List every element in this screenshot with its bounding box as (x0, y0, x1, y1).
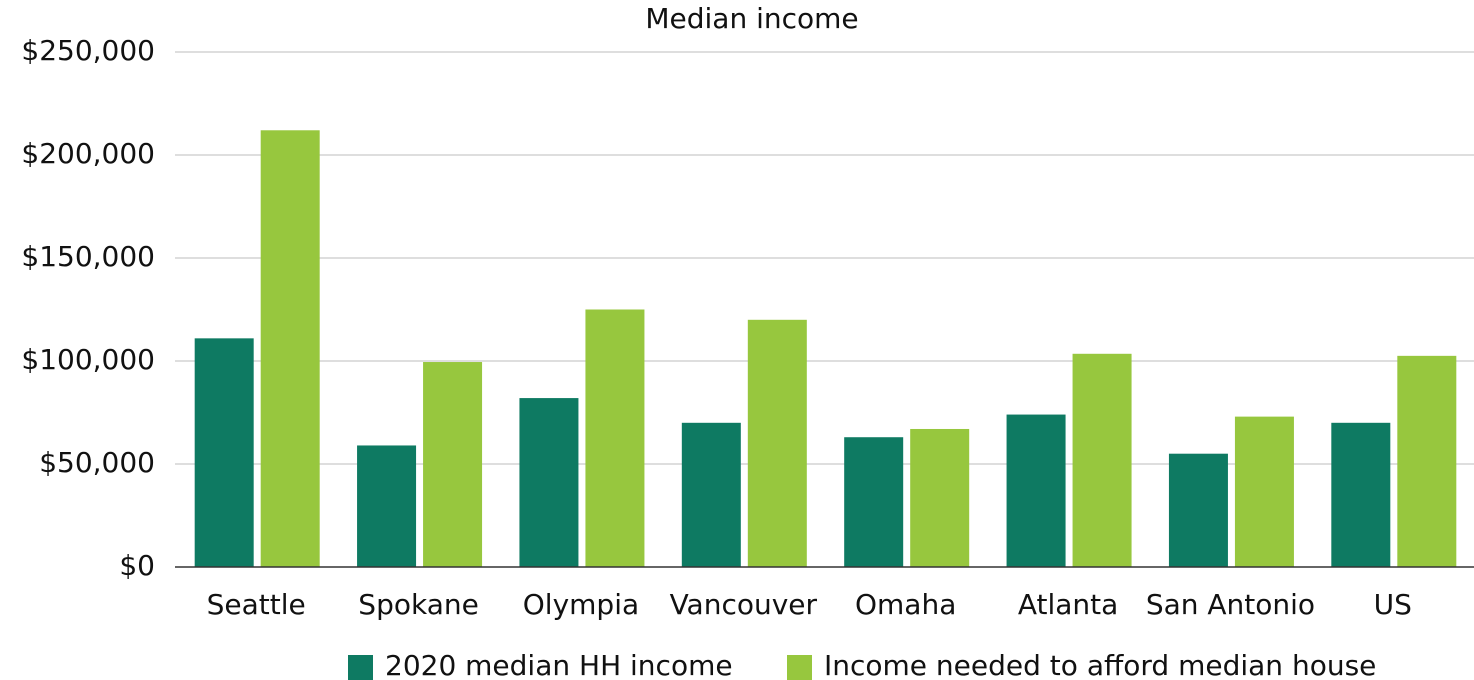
bar (585, 309, 645, 567)
bar (844, 437, 904, 567)
bar (1397, 355, 1457, 567)
bar (194, 338, 254, 567)
legend-swatch (787, 655, 812, 680)
x-tick-label: Omaha (855, 588, 956, 621)
x-tick-label: Seattle (207, 588, 306, 621)
y-tick-label: $50,000 (39, 446, 155, 479)
y-tick-label: $150,000 (21, 240, 155, 273)
bar (1072, 353, 1132, 567)
chart-title: Median income (645, 2, 858, 35)
bar (681, 422, 741, 567)
x-tick-label: San Antonio (1146, 588, 1315, 621)
bar (1006, 414, 1066, 567)
bar (1331, 422, 1391, 567)
bar (357, 445, 417, 567)
x-tick-label: US (1374, 588, 1412, 621)
x-tick-label: Spokane (358, 588, 479, 621)
y-tick-label: $100,000 (21, 343, 155, 376)
bar (910, 428, 970, 567)
legend-label: Income needed to afford median house (824, 649, 1376, 680)
bar (1234, 416, 1294, 567)
x-tick-label: Vancouver (670, 588, 818, 621)
bar (1168, 453, 1228, 567)
y-tick-label: $200,000 (21, 137, 155, 170)
bar (519, 398, 579, 567)
x-tick-label: Olympia (523, 588, 639, 621)
bar (260, 130, 320, 567)
legend-swatch (348, 655, 373, 680)
x-tick-label: Atlanta (1018, 588, 1118, 621)
legend-label: 2020 median HH income (385, 649, 733, 680)
y-tick-label: $250,000 (21, 34, 155, 67)
bar (423, 362, 483, 567)
bar (747, 319, 807, 567)
y-tick-label: $0 (119, 549, 155, 582)
